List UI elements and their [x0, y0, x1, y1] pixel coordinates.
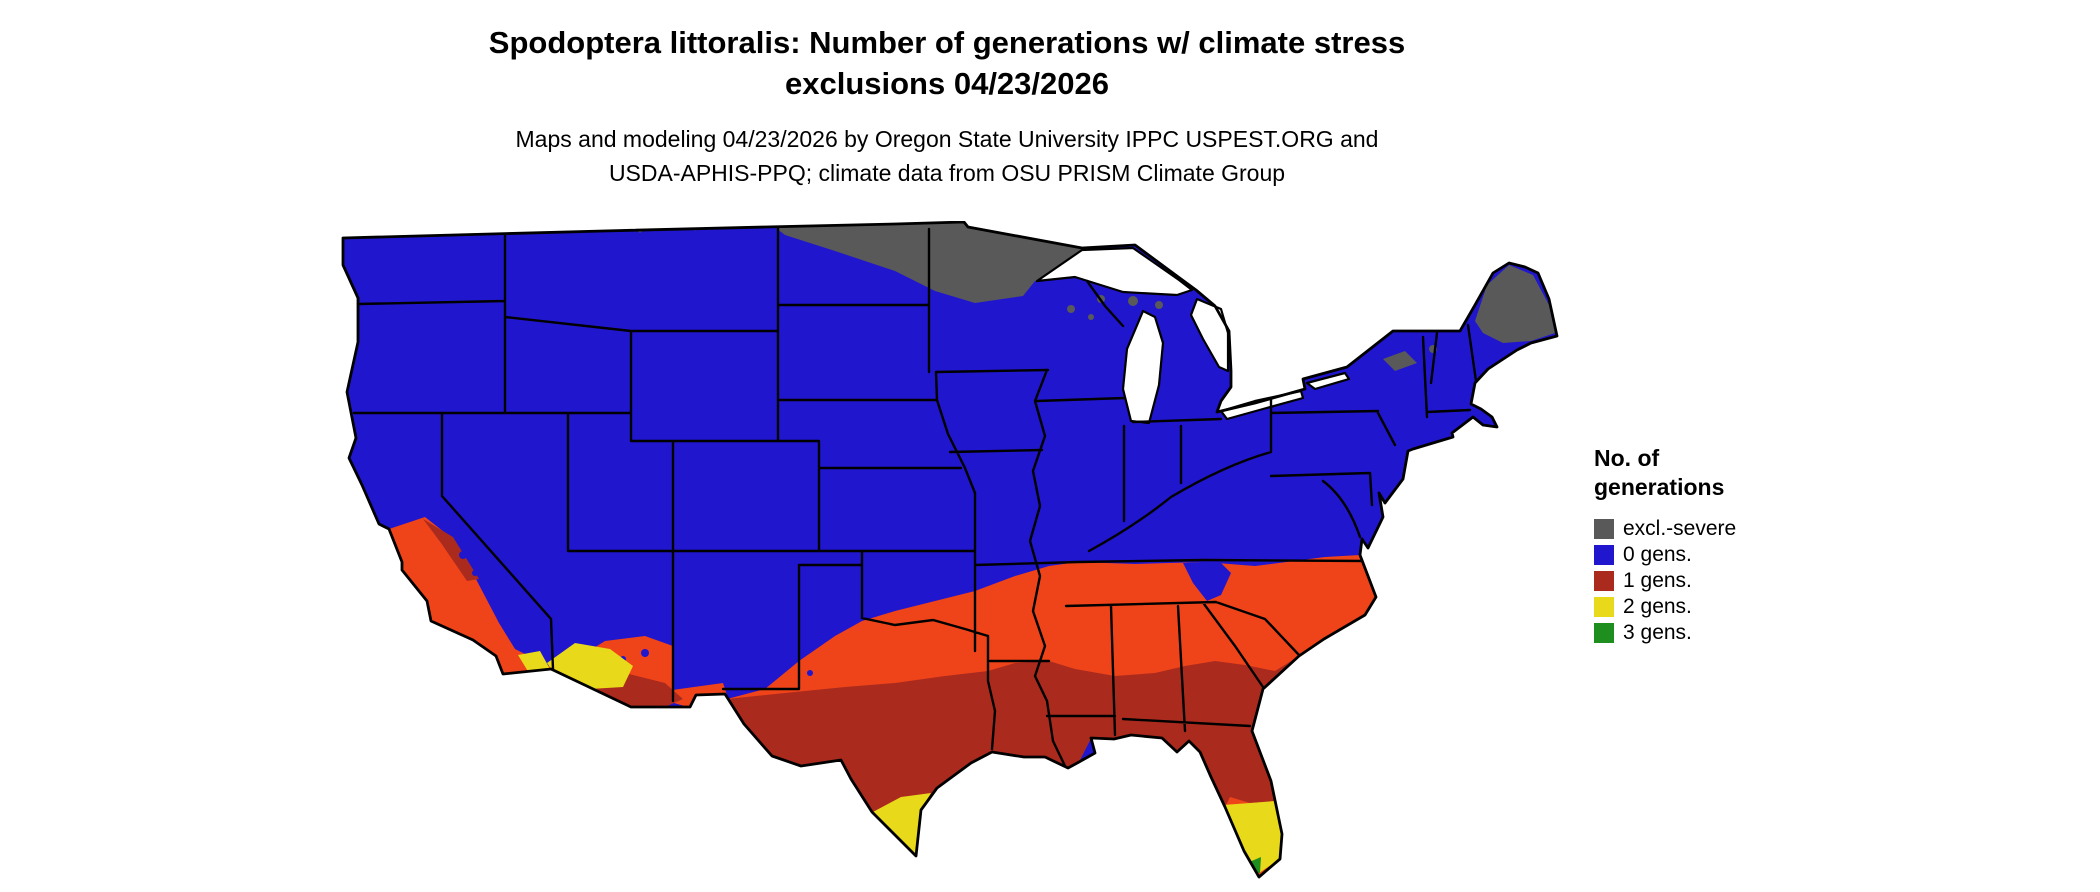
legend: No. of generations excl.-severe 0 gens. … [1594, 444, 1736, 646]
region-excluded-severe [513, 222, 1555, 371]
legend-label: excl.-severe [1623, 517, 1737, 540]
legend-label: 2 gens. [1623, 595, 1692, 618]
page-subtitle: Maps and modeling 04/23/2026 by Oregon S… [0, 122, 1894, 190]
legend-title: No. of generations [1594, 444, 1736, 502]
lake-michigan [1121, 309, 1165, 425]
legend-item-excl-severe: excl.-severe [1594, 516, 1736, 542]
legend-label: 3 gens. [1623, 621, 1692, 644]
page-title-line2: exclusions 04/23/2026 [784, 66, 1109, 101]
us-outline [341, 221, 1559, 879]
legend-item-3-gens: 3 gens. [1594, 620, 1736, 646]
lake-huron [1189, 297, 1230, 373]
page-title: Spodoptera littoralis: Number of generat… [0, 22, 1894, 104]
legend-items: excl.-severe 0 gens. 1 gens. 2 gens. 3 g… [1594, 516, 1736, 646]
mountain-blue-specks [459, 551, 813, 676]
lake-superior [1035, 246, 1194, 297]
lake-ontario [1305, 371, 1351, 391]
legend-swatch-excl-severe [1594, 519, 1614, 539]
state-boundaries [352, 225, 1478, 768]
legend-swatch-0-gens [1594, 545, 1614, 565]
legend-item-0-gens: 0 gens. [1594, 542, 1736, 568]
page-subtitle-line1: Maps and modeling 04/23/2026 by Oregon S… [515, 126, 1379, 152]
legend-label: 1 gens. [1623, 569, 1692, 592]
legend-title-line1: No. of [1594, 445, 1660, 471]
legend-swatch-3-gens [1594, 623, 1614, 643]
legend-title-line2: generations [1594, 474, 1725, 500]
us-map-svg [341, 221, 1559, 879]
legend-swatch-1-gens [1594, 571, 1614, 591]
legend-item-1-gens: 1 gens. [1594, 568, 1736, 594]
legend-item-2-gens: 2 gens. [1594, 594, 1736, 620]
lake-erie [1219, 389, 1305, 421]
legend-swatch-2-gens [1594, 597, 1614, 617]
page-title-line1: Spodoptera littoralis: Number of generat… [488, 25, 1406, 60]
legend-label: 0 gens. [1623, 543, 1692, 566]
region-2-generations [518, 643, 1282, 873]
us-generations-map [335, 221, 1560, 886]
great-lakes [1035, 246, 1351, 425]
region-appalachian-blue-tongue [1183, 561, 1231, 601]
page-subtitle-line2: USDA-APHIS-PPQ; climate data from OSU PR… [608, 160, 1286, 186]
